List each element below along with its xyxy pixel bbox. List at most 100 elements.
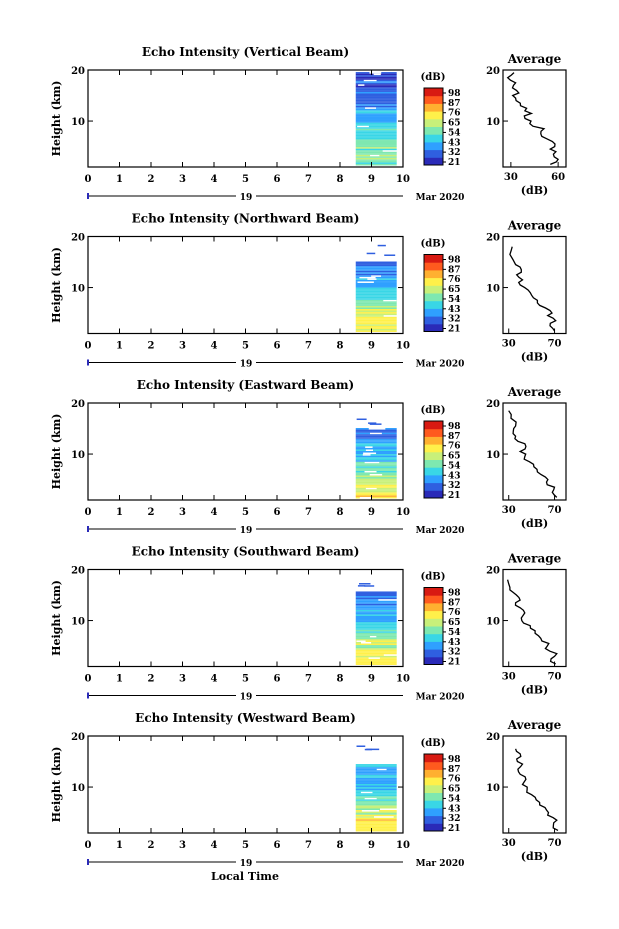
heatmap-gap xyxy=(367,278,377,280)
colorbar-tick-label: 54 xyxy=(448,295,461,305)
x-tick-label: 9 xyxy=(368,507,375,518)
average-x-label: (dB) xyxy=(521,184,548,197)
x-tick-label: 2 xyxy=(148,174,155,185)
heatmap-gap xyxy=(359,276,376,279)
colorbar-tick-label: 98 xyxy=(448,422,461,432)
heatmap-gap xyxy=(359,496,372,499)
heatmap-cell xyxy=(355,108,397,111)
heatmap-cell xyxy=(355,663,397,665)
heatmap-cell xyxy=(355,105,397,108)
heatmap-cell xyxy=(355,131,397,134)
heatmap-cells xyxy=(355,418,397,499)
heatmap-gap xyxy=(364,797,377,800)
heatmap-cell xyxy=(355,330,397,332)
heatmap-cell xyxy=(355,273,397,276)
x-tick-label: 1 xyxy=(116,840,123,851)
heatmap-cell xyxy=(355,279,397,282)
heatmap-cell xyxy=(355,99,397,102)
heatmap-gap xyxy=(358,84,365,86)
heatmap-cell xyxy=(355,148,397,151)
heatmap-cell xyxy=(355,153,397,155)
avg-y-tick-label: 20 xyxy=(486,233,500,244)
heatmap-cell xyxy=(355,640,397,642)
x-tick-label: 7 xyxy=(305,840,312,851)
average-x-label: (dB) xyxy=(521,517,548,530)
avg-x-tick-label: 30 xyxy=(502,672,516,683)
heatmap-cell xyxy=(355,124,397,126)
x-tick-label: 7 xyxy=(305,341,312,352)
heatmap-cell xyxy=(355,600,397,603)
colorbar-units: (dB) xyxy=(421,738,446,749)
colorbar-tick-label: 65 xyxy=(448,119,461,129)
colorbar-frame xyxy=(423,753,444,832)
heatmap-cell xyxy=(355,802,397,804)
colorbar-units: (dB) xyxy=(421,239,446,250)
x-tick-label: 1 xyxy=(116,341,123,352)
x-tick-label: 0 xyxy=(85,341,92,352)
colorbar-segment xyxy=(424,118,443,127)
x-tick-label: 8 xyxy=(337,174,344,185)
average-profile-line xyxy=(508,410,558,498)
heatmap-cell xyxy=(355,591,397,593)
heatmap-cell xyxy=(356,418,367,421)
date-label: Mar 2020 xyxy=(416,526,465,536)
heatmap-cell xyxy=(355,264,397,267)
x-tick-label: 0 xyxy=(85,174,92,185)
colorbar-segment xyxy=(424,111,443,120)
heatmap-gap xyxy=(365,487,377,490)
colorbar-segment xyxy=(424,777,443,786)
colorbar-tick-label: 43 xyxy=(448,471,461,481)
colorbar-tick-label: 76 xyxy=(448,775,461,785)
average-profile-panel: Average 20 10 30 70(dB) xyxy=(486,552,567,697)
colorbar-segment xyxy=(424,626,443,635)
heatmap-cell xyxy=(355,267,397,270)
heatmap-cell xyxy=(355,806,397,809)
heatmap-cell xyxy=(355,125,397,128)
heatmap-cell xyxy=(355,162,397,164)
avg-y-tick-label: 20 xyxy=(486,732,500,743)
heatmap-cell xyxy=(355,765,397,768)
heatmap-gap xyxy=(369,635,377,638)
y-axis-label: Height (km) xyxy=(50,580,63,656)
colorbar-segment xyxy=(424,141,443,151)
colorbar-segment xyxy=(424,800,443,809)
heatmap-cell xyxy=(355,435,397,438)
heatmap-gap xyxy=(369,432,382,435)
heatmap-cell xyxy=(355,102,397,105)
beam-panel-0: Echo Intensity (Vertical Beam) 0 1 2 3 4 5 6 7 8 9… xyxy=(50,45,567,203)
colorbar-segment xyxy=(424,308,443,317)
y-tick-label: 10 xyxy=(71,450,85,461)
colorbar-segment xyxy=(424,482,443,491)
average-x-label: (dB) xyxy=(521,684,548,697)
heatmap-cells xyxy=(355,583,399,665)
y-axis-label: Height (km) xyxy=(50,247,63,323)
heatmap-cell xyxy=(355,276,397,279)
heatmap-cell xyxy=(355,782,397,784)
colorbar-segment xyxy=(424,300,443,309)
heatmap-cell xyxy=(355,637,397,639)
avg-x-tick-label: 30 xyxy=(504,172,518,183)
colorbar-segment xyxy=(424,459,443,468)
x-tick-label: 8 xyxy=(337,507,344,518)
colorbar-tick-label: 21 xyxy=(448,158,461,168)
heatmap-cell xyxy=(355,813,397,815)
colorbar-segment xyxy=(424,610,443,619)
y-tick-label: 10 xyxy=(71,117,85,128)
average-profile-panel: Average 20 10 30 60(dB) xyxy=(486,52,567,197)
heatmap-cell xyxy=(355,301,397,303)
heatmap-cell xyxy=(355,119,397,122)
heatmap-cell xyxy=(355,85,397,88)
heatmap-cell xyxy=(355,629,397,632)
heatmap-cell xyxy=(355,444,397,447)
average-title: Average xyxy=(507,552,562,566)
heatmap-cell xyxy=(355,609,397,612)
heatmap-cell xyxy=(355,787,397,789)
colorbar-tick-label: 32 xyxy=(448,814,461,824)
heatmap-cell xyxy=(355,308,397,311)
colorbar-segment xyxy=(424,618,443,627)
x-tick-label: 7 xyxy=(305,507,312,518)
y-axis-label: Height (km) xyxy=(50,747,63,823)
heatmap-cell xyxy=(355,282,397,285)
y-axis-label: Height (km) xyxy=(50,81,63,157)
